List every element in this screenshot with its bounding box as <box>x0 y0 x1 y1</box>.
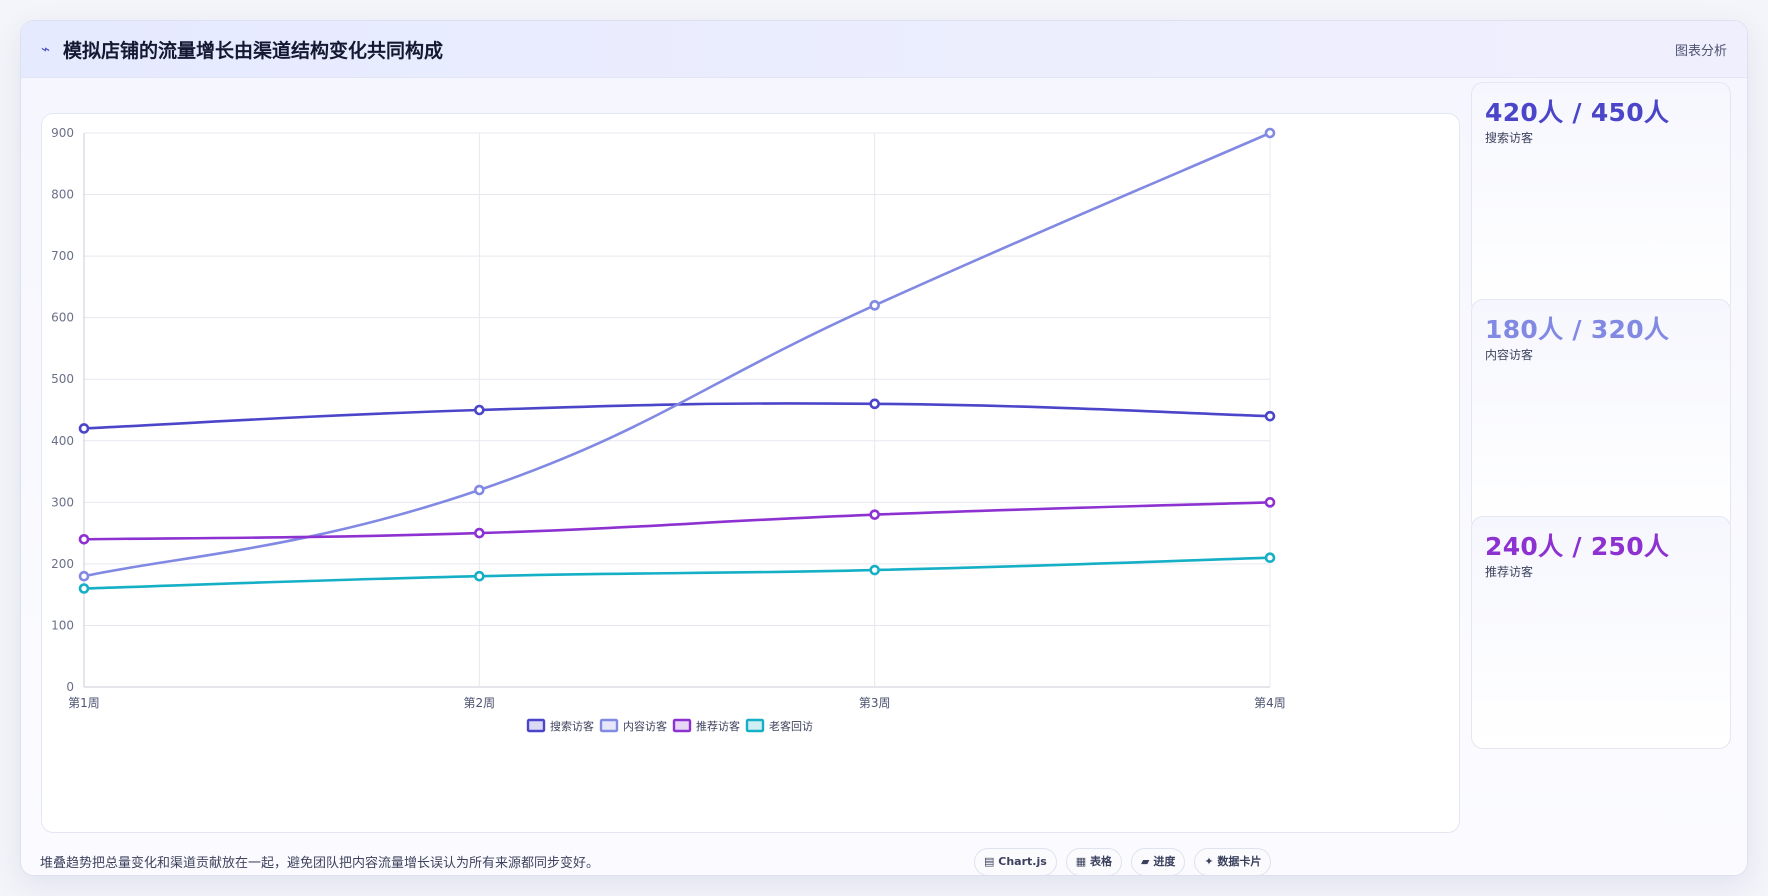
y-tick-label: 600 <box>51 311 74 325</box>
data-point <box>869 564 880 576</box>
y-tick-label: 700 <box>51 249 74 263</box>
x-tick-label: 第4周 <box>1254 696 1286 710</box>
y-tick-label: 800 <box>51 188 74 202</box>
table-icon: ▦ <box>1075 855 1087 868</box>
stat-label: 内容访客 <box>1485 348 1534 362</box>
tag-list: ▤ Chart.js ▦ 表格 ▰ 进度 ✦ 数据卡片 <box>974 848 1272 875</box>
stat-card-search: 420人 / 450人 搜索访客 <box>1471 82 1731 315</box>
data-point <box>474 570 485 582</box>
data-point <box>869 398 880 410</box>
stat-value: 420人 / 450人 <box>1485 98 1670 127</box>
data-point <box>474 484 485 496</box>
progress-icon: ▰ <box>1141 855 1150 868</box>
sparkle-icon: ✦ <box>1204 855 1214 868</box>
data-point <box>78 533 90 545</box>
dashboard-panel: ⌁ 模拟店铺的流量增长由渠道结构变化共同构成 图表分析 0 100 200 300 40… <box>20 20 1748 876</box>
data-point <box>869 509 880 520</box>
x-tick-label: 第1周 <box>68 696 100 710</box>
chart-analysis-label: 图表分析 <box>1674 44 1727 59</box>
tag-label: Chart.js <box>998 855 1047 868</box>
y-tick-label: 200 <box>51 557 74 571</box>
legend-label: 搜索访客 <box>550 719 594 733</box>
tag-progress[interactable]: ▰ 进度 <box>1131 848 1186 875</box>
panel-body: 0 100 200 300 400 500 600 700 800 900 第1周 第2周 第3周 第4周… <box>21 78 1747 875</box>
series-line <box>82 556 1272 590</box>
tag-data-card[interactable]: ✦ 数据卡片 <box>1194 848 1272 875</box>
stat-label: 搜索访客 <box>1485 131 1534 145</box>
data-point <box>474 404 485 416</box>
line-chart: 0 100 200 300 400 500 600 700 800 900 第1周 第2周 第3周 第4周… <box>51 126 1286 733</box>
data-point <box>1264 497 1276 508</box>
series-line <box>82 402 1272 430</box>
stat-card-recommend: 240人 / 250人 推荐访客 <box>1471 516 1731 749</box>
tag-table[interactable]: ▦ 表格 <box>1065 848 1123 875</box>
y-tick-label: 0 <box>66 680 74 694</box>
legend-swatch <box>672 718 692 733</box>
data-point <box>1264 127 1276 139</box>
series-line <box>82 131 1272 578</box>
legend-swatch <box>745 718 765 733</box>
page-title: 模拟店铺的流量增长由渠道结构变化共同构成 <box>63 40 444 62</box>
x-tick-label: 第3周 <box>859 696 891 710</box>
tag-label: 数据卡片 <box>1217 855 1262 868</box>
data-point <box>869 300 880 311</box>
stat-label: 推荐访客 <box>1485 565 1534 579</box>
data-point <box>1264 552 1276 564</box>
stat-card-content: 180人 / 320人 内容访客 <box>1471 299 1731 532</box>
y-tick-label: 500 <box>51 372 74 386</box>
tag-chartjs[interactable]: ▤ Chart.js <box>974 848 1057 875</box>
legend-label: 老客回访 <box>769 719 813 733</box>
y-tick-label: 100 <box>51 618 74 632</box>
stat-value: 180人 / 320人 <box>1485 315 1670 344</box>
data-point <box>78 423 90 434</box>
data-point <box>78 583 90 594</box>
legend-swatch <box>526 718 546 733</box>
y-tick-label: 300 <box>51 495 74 509</box>
legend-swatch <box>599 718 619 733</box>
legend-label: 推荐访客 <box>696 719 740 733</box>
tag-label: 表格 <box>1090 855 1113 868</box>
data-point <box>1264 410 1276 422</box>
panel-header: ⌁ 模拟店铺的流量增长由渠道结构变化共同构成 图表分析 <box>21 21 1747 78</box>
legend-label: 内容访客 <box>623 719 667 733</box>
y-tick-label: 900 <box>51 126 74 140</box>
stat-value: 240人 / 250人 <box>1485 532 1670 561</box>
footer-note: 堆叠趋势把总量变化和渠道贡献放在一起，避免团队把内容流量增长误认为所有来源都同步… <box>40 856 600 871</box>
chart-card: 0 100 200 300 400 500 600 700 800 900 第1周 第2周 第3周 第4周… <box>41 113 1460 833</box>
y-tick-label: 400 <box>51 434 74 448</box>
x-tick-label: 第2周 <box>464 696 496 710</box>
data-point <box>474 527 485 539</box>
pulse-icon: ⌁ <box>41 40 51 58</box>
tag-label: 进度 <box>1153 855 1176 868</box>
series-line <box>82 501 1272 541</box>
chart-icon: ▤ <box>984 855 995 868</box>
data-point <box>78 570 90 582</box>
